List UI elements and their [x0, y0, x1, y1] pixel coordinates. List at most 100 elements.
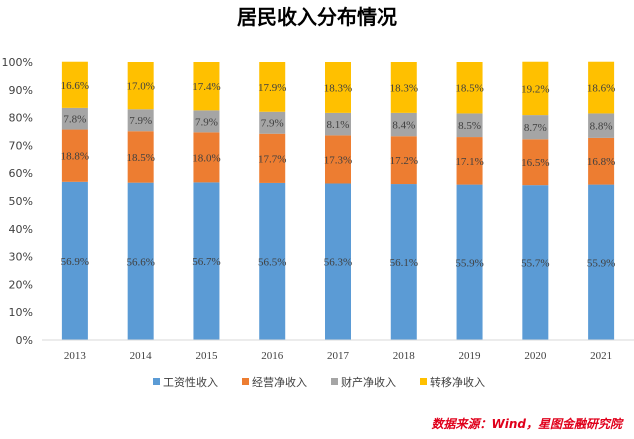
data-label: 18.8% — [61, 151, 89, 163]
legend-label: 工资性收入 — [163, 375, 218, 389]
x-axis: 2013 2014 2015 2016 2017 2018 2019 2020 2021 — [42, 339, 634, 362]
x-tick-label: 2014 — [130, 350, 153, 362]
legend-swatch — [153, 378, 160, 385]
bar-segment — [522, 115, 549, 140]
legend-swatch — [420, 378, 427, 385]
data-label: 7.8% — [63, 114, 86, 126]
chart-title: 居民收入分布情况 — [237, 5, 397, 29]
x-tick-label: 2013 — [64, 350, 87, 362]
bar-segment — [259, 62, 286, 112]
bar-segment — [61, 129, 88, 182]
bar-segment — [325, 62, 351, 113]
bar-segment — [588, 184, 615, 340]
x-tick-label: 2017 — [327, 350, 350, 362]
data-label: 55.9% — [587, 257, 615, 269]
data-label: 17.7% — [258, 153, 286, 165]
data-label: 19.2% — [521, 83, 549, 95]
bar-segment — [127, 62, 154, 110]
y-tick-label: 70% — [9, 139, 33, 152]
bar-segment — [61, 61, 88, 108]
x-tick-label: 2019 — [459, 350, 482, 362]
data-label: 16.8% — [587, 156, 615, 168]
bar-segment — [193, 110, 220, 133]
data-label: 55.7% — [521, 258, 549, 270]
y-tick-label: 30% — [9, 251, 33, 264]
y-axis: 0% 10% 20% 30% 40% 50% 60% 70% 80% 90% 100% — [2, 56, 33, 347]
data-label: 55.9% — [455, 257, 483, 269]
data-label: 7.9% — [195, 116, 218, 128]
data-label: 17.9% — [258, 82, 286, 94]
bar-segment — [588, 61, 615, 114]
data-label: 56.7% — [192, 256, 220, 268]
bar-segment — [588, 137, 615, 185]
data-label: 17.4% — [192, 81, 220, 93]
bar-segment — [127, 182, 154, 340]
data-label: 8.4% — [392, 120, 415, 132]
x-tick-label: 2016 — [261, 350, 284, 362]
y-tick-label: 90% — [9, 84, 33, 97]
bar-segment — [61, 107, 88, 130]
bar-segment — [390, 112, 417, 137]
data-label: 7.9% — [129, 115, 152, 127]
data-label: 56.6% — [126, 256, 154, 268]
bar-segment — [325, 112, 351, 136]
data-label: 8.7% — [524, 122, 547, 134]
bar-segment — [522, 61, 549, 116]
bar-segment — [325, 183, 351, 340]
data-label: 56.5% — [258, 256, 286, 268]
data-label: 18.6% — [587, 83, 615, 95]
data-label: 56.3% — [324, 257, 352, 269]
data-label: 18.3% — [324, 82, 352, 94]
legend-swatch — [242, 378, 249, 385]
y-tick-label: 100% — [2, 56, 33, 69]
bar-segment — [259, 133, 286, 183]
legend-label: 经营净收入 — [252, 375, 307, 389]
bar-segment — [588, 113, 615, 138]
x-tick-label: 2015 — [195, 350, 218, 362]
bar-segment — [456, 184, 483, 340]
bar-segment — [522, 139, 549, 186]
y-tick-label: 20% — [9, 278, 33, 291]
data-label: 17.3% — [324, 154, 352, 166]
x-tick-label: 2020 — [524, 350, 547, 362]
data-label: 18.3% — [390, 82, 418, 94]
y-tick-label: 40% — [9, 223, 33, 236]
bar-segment — [390, 136, 417, 185]
y-tick-label: 80% — [9, 112, 33, 125]
bar-segment — [390, 62, 417, 113]
bar-segment — [127, 131, 154, 183]
legend-label: 转移净收入 — [430, 375, 485, 389]
bar-segment — [456, 62, 483, 114]
y-tick-label: 50% — [9, 195, 33, 208]
y-tick-label: 10% — [9, 306, 33, 319]
data-label: 7.9% — [261, 118, 284, 130]
bar-segment — [390, 184, 417, 340]
y-tick-label: 0% — [16, 334, 33, 347]
bar-segment — [193, 132, 220, 183]
data-label: 56.9% — [61, 256, 89, 268]
x-tick-label: 2018 — [393, 350, 416, 362]
legend-label: 财产净收入 — [341, 375, 396, 389]
data-label: 16.6% — [61, 80, 89, 92]
data-label: 18.0% — [192, 152, 220, 164]
data-label: 17.0% — [126, 81, 154, 93]
data-label: 8.1% — [327, 119, 350, 131]
legend: 工资性收入 经营净收入 财产净收入 转移净收入 — [153, 375, 485, 389]
data-label: 18.5% — [126, 152, 154, 164]
bar-segment — [127, 109, 154, 132]
bar-segment — [61, 181, 88, 340]
data-label: 18.5% — [455, 83, 483, 95]
bar-segment — [193, 62, 220, 111]
data-label: 8.5% — [458, 120, 481, 132]
data-label: 8.8% — [590, 121, 613, 133]
data-label: 17.2% — [390, 155, 418, 167]
bar-segment — [259, 111, 286, 134]
x-tick-label: 2021 — [590, 350, 612, 362]
data-label: 16.5% — [521, 157, 549, 169]
data-label: 56.1% — [390, 257, 418, 269]
bars-group: 56.9% 18.8% 7.8% 16.6% 56.6% 18.5% 7.9% 17.0% 56… — [61, 61, 615, 340]
bar-segment — [325, 135, 351, 184]
bar-segment — [193, 182, 220, 340]
